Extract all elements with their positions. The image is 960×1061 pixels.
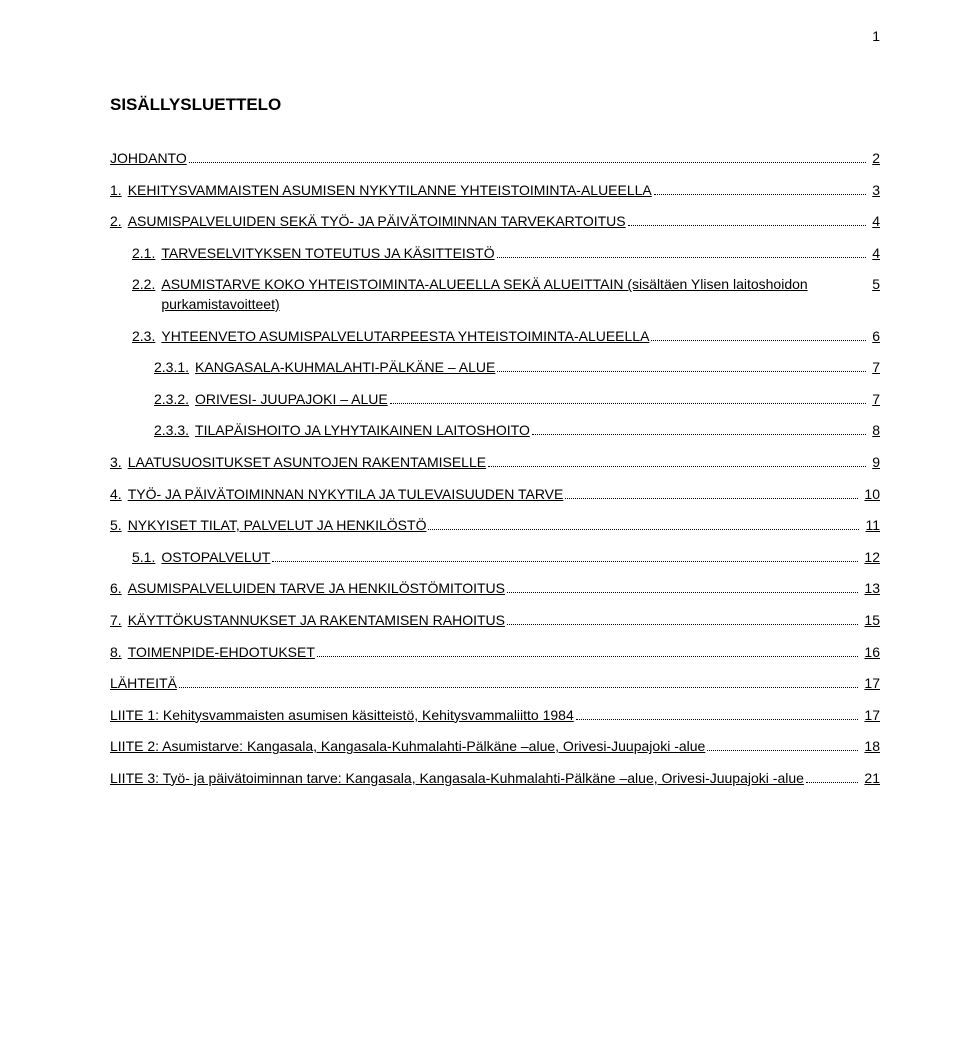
toc-entry-page: 4	[868, 212, 880, 232]
toc-entry-title: LIITE 3: Työ- ja päivätoiminnan tarve: K…	[110, 769, 804, 789]
toc-entry-page: 13	[860, 579, 880, 599]
toc-entry-number: 2.3.1.	[154, 358, 195, 378]
toc-entry-page: 4	[868, 244, 880, 264]
toc-entry[interactable]: LÄHTEITÄ 17	[110, 674, 880, 694]
toc-entry-title: TARVESELVITYKSEN TOTEUTUS JA KÄSITTEISTÖ	[161, 244, 494, 264]
toc-entry-page: 21	[860, 769, 880, 789]
toc-entry-title: KANGASALA-KUHMALAHTI-PÄLKÄNE – ALUE	[195, 358, 495, 378]
toc-entry[interactable]: 2.3.3.TILAPÄISHOITO JA LYHYTAIKAINEN LAI…	[110, 421, 880, 441]
toc-entry-title: TOIMENPIDE-EHDOTUKSET	[128, 643, 315, 663]
toc-entry-number: 2.3.	[132, 327, 161, 347]
toc-entry-number: 2.3.3.	[154, 421, 195, 441]
dot-leader	[390, 392, 866, 404]
toc-entry-number: 5.1.	[132, 548, 161, 568]
toc-entry-number: 3.	[110, 453, 128, 473]
toc-entry[interactable]: 5.1.OSTOPALVELUT 12	[110, 548, 880, 568]
dot-leader	[272, 550, 858, 562]
dot-leader	[488, 455, 866, 467]
toc-entry-title: ASUMISTARVE KOKO YHTEISTOIMINTA-ALUEELLA…	[161, 275, 864, 314]
toc-entry-page: 12	[860, 548, 880, 568]
toc-entry[interactable]: 2.3.2.ORIVESI- JUUPAJOKI – ALUE 7	[110, 390, 880, 410]
table-of-contents: JOHDANTO 2 1.KEHITYSVAMMAISTEN ASUMISEN NY…	[110, 149, 880, 788]
toc-entry-title: NYKYISET TILAT, PALVELUT JA HENKILÖSTÖ	[128, 516, 427, 536]
toc-entry-title: KÄYTTÖKUSTANNUKSET JA RAKENTAMISEN RAHOI…	[128, 611, 505, 631]
toc-entry-title: YHTEENVETO ASUMISPALVELUTARPEESTA YHTEIS…	[161, 327, 649, 347]
toc-entry-title: ORIVESI- JUUPAJOKI – ALUE	[195, 390, 388, 410]
toc-entry[interactable]: 8.TOIMENPIDE-EHDOTUKSET 16	[110, 643, 880, 663]
toc-entry-title: KEHITYSVAMMAISTEN ASUMISEN NYKYTILANNE Y…	[128, 181, 652, 201]
toc-entry-number: 2.3.2.	[154, 390, 195, 410]
toc-entry[interactable]: 2.2.ASUMISTARVE KOKO YHTEISTOIMINTA-ALUE…	[110, 275, 880, 314]
toc-entry-page: 17	[860, 706, 880, 726]
toc-entry-page: 7	[868, 390, 880, 410]
toc-entry-title: LIITE 2: Asumistarve: Kangasala, Kangasa…	[110, 737, 705, 757]
toc-entry[interactable]: 4.TYÖ- JA PÄIVÄTOIMINNAN NYKYTILA JA TUL…	[110, 485, 880, 505]
toc-entry[interactable]: LIITE 1: Kehitysvammaisten asumisen käsi…	[110, 706, 880, 726]
toc-entry-title: LÄHTEITÄ	[110, 674, 177, 694]
dot-leader	[707, 739, 858, 751]
toc-entry-number: 6.	[110, 579, 128, 599]
toc-entry-title: ASUMISPALVELUIDEN SEKÄ TYÖ- JA PÄIVÄTOIM…	[128, 212, 626, 232]
toc-entry[interactable]: 6.ASUMISPALVELUIDEN TARVE JA HENKILÖSTÖM…	[110, 579, 880, 599]
dot-leader	[179, 676, 859, 688]
toc-entry[interactable]: 2.1.TARVESELVITYKSEN TOTEUTUS JA KÄSITTE…	[110, 244, 880, 264]
toc-entry-page: 2	[868, 149, 880, 169]
toc-title: SISÄLLYSLUETTELO	[110, 95, 880, 115]
toc-entry-page: 15	[860, 611, 880, 631]
toc-entry-page: 8	[868, 421, 880, 441]
toc-entry[interactable]: LIITE 2: Asumistarve: Kangasala, Kangasa…	[110, 737, 880, 757]
toc-entry[interactable]: 2.3.YHTEENVETO ASUMISPALVELUTARPEESTA YH…	[110, 327, 880, 347]
toc-entry-page: 10	[860, 485, 880, 505]
toc-entry-page: 11	[861, 516, 880, 536]
dot-leader	[576, 708, 859, 720]
toc-entry[interactable]: 2.3.1.KANGASALA-KUHMALAHTI-PÄLKÄNE – ALU…	[110, 358, 880, 378]
toc-entry[interactable]: 7.KÄYTTÖKUSTANNUKSET JA RAKENTAMISEN RAH…	[110, 611, 880, 631]
toc-entry[interactable]: 1.KEHITYSVAMMAISTEN ASUMISEN NYKYTILANNE…	[110, 181, 880, 201]
dot-leader	[806, 771, 859, 783]
dot-leader	[317, 644, 859, 656]
dot-leader	[507, 581, 858, 593]
toc-entry-title: TILAPÄISHOITO JA LYHYTAIKAINEN LAITOSHOI…	[195, 421, 530, 441]
toc-entry-title: OSTOPALVELUT	[161, 548, 270, 568]
toc-entry-number: 4.	[110, 485, 128, 505]
toc-entry-title: LAATUSUOSITUKSET ASUNTOJEN RAKENTAMISELL…	[128, 453, 486, 473]
toc-entry-title: TYÖ- JA PÄIVÄTOIMINNAN NYKYTILA JA TULEV…	[128, 485, 564, 505]
toc-entry[interactable]: 2.ASUMISPALVELUIDEN SEKÄ TYÖ- JA PÄIVÄTO…	[110, 212, 880, 232]
document-page: 1 SISÄLLYSLUETTELO JOHDANTO 2 1.KEHITYSVAM…	[0, 0, 960, 1061]
dot-leader	[497, 246, 867, 258]
toc-entry-page: 17	[860, 674, 880, 694]
toc-entry[interactable]: JOHDANTO 2	[110, 149, 880, 169]
dot-leader	[565, 486, 858, 498]
dot-leader	[654, 182, 866, 194]
toc-entry-number: 5.	[110, 516, 128, 536]
toc-entry-number: 1.	[110, 181, 128, 201]
page-number: 1	[872, 28, 880, 44]
toc-entry-title: JOHDANTO	[110, 149, 187, 169]
toc-entry-number: 8.	[110, 643, 128, 663]
toc-entry-page: 7	[868, 358, 880, 378]
dot-leader	[497, 360, 866, 372]
toc-entry[interactable]: LIITE 3: Työ- ja päivätoiminnan tarve: K…	[110, 769, 880, 789]
toc-entry-page: 16	[860, 643, 880, 663]
dot-leader	[189, 151, 866, 163]
toc-entry-number: 7.	[110, 611, 128, 631]
toc-entry-page: 3	[868, 181, 880, 201]
dot-leader	[628, 214, 867, 226]
toc-entry-title: LIITE 1: Kehitysvammaisten asumisen käsi…	[110, 706, 574, 726]
toc-entry[interactable]: 5.NYKYISET TILAT, PALVELUT JA HENKILÖSTÖ…	[110, 516, 880, 536]
dot-leader	[651, 328, 866, 340]
toc-entry-page: 6	[868, 327, 880, 347]
dot-leader	[532, 423, 866, 435]
toc-entry-number: 2.2.	[132, 275, 161, 295]
dot-leader	[428, 518, 859, 530]
toc-entry-page: 9	[868, 453, 880, 473]
toc-entry-page: 18	[860, 737, 880, 757]
toc-entry-page: 5	[868, 275, 880, 295]
toc-entry[interactable]: 3.LAATUSUOSITUKSET ASUNTOJEN RAKENTAMISE…	[110, 453, 880, 473]
toc-entry-number: 2.1.	[132, 244, 161, 264]
dot-leader	[507, 613, 858, 625]
toc-entry-title: ASUMISPALVELUIDEN TARVE JA HENKILÖSTÖMIT…	[128, 579, 505, 599]
toc-entry-number: 2.	[110, 212, 128, 232]
